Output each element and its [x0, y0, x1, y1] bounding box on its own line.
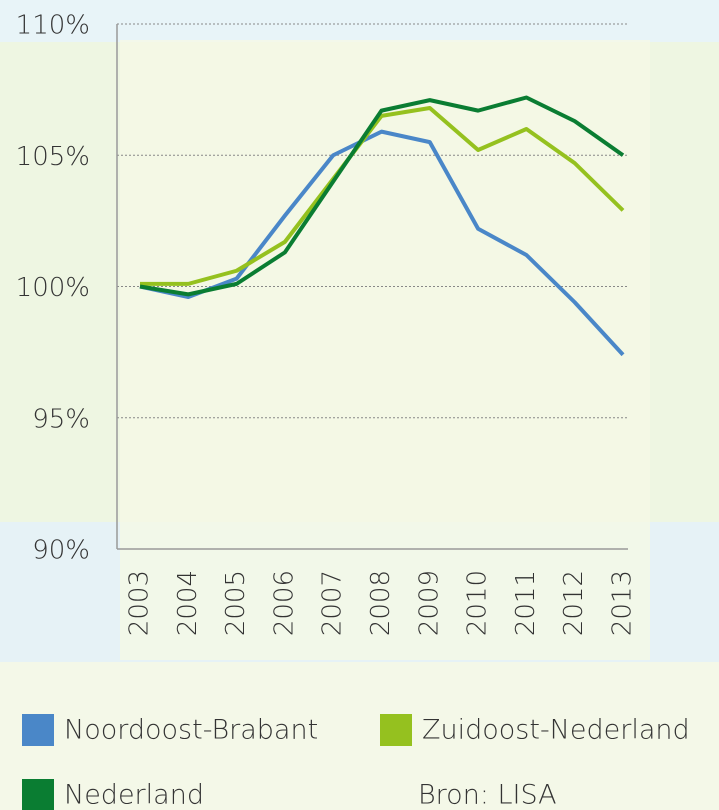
- x-tick-label: 2010: [463, 570, 493, 636]
- y-tick-label: 95%: [32, 404, 90, 434]
- y-tick-label: 100%: [16, 273, 90, 303]
- x-tick-label: 2008: [366, 570, 396, 636]
- x-tick-label: 2005: [221, 570, 251, 636]
- source: Bron: LISA: [418, 780, 557, 810]
- x-tick-label: 2009: [414, 570, 444, 636]
- line: [140, 106, 625, 286]
- x-tick-label: 2003: [125, 570, 155, 636]
- legend-swatch: [22, 779, 54, 810]
- legend-swatch: [22, 714, 54, 746]
- x-tick-label: 2012: [559, 570, 589, 636]
- legend-label: Zuidoost-Nederland: [422, 715, 690, 746]
- x-tick-label: 2013: [608, 570, 638, 636]
- x-tick-label: 2006: [269, 570, 299, 636]
- legend-label: Nederland: [64, 780, 204, 810]
- y-tick-label: 105%: [16, 142, 90, 172]
- band: [120, 40, 650, 660]
- legend-label: Noordoost-Brabant: [64, 715, 318, 746]
- line: [139, 95, 625, 297]
- band: [0, 0, 719, 42]
- y-tick-label: 110%: [16, 11, 90, 41]
- y-tick-label: 90%: [32, 536, 90, 566]
- x-tick-label: 2011: [511, 570, 541, 636]
- legend-swatch: [380, 714, 412, 746]
- x-tick-label: 2007: [318, 570, 348, 636]
- line: [139, 129, 625, 357]
- x-tick-label: 2004: [173, 570, 203, 636]
